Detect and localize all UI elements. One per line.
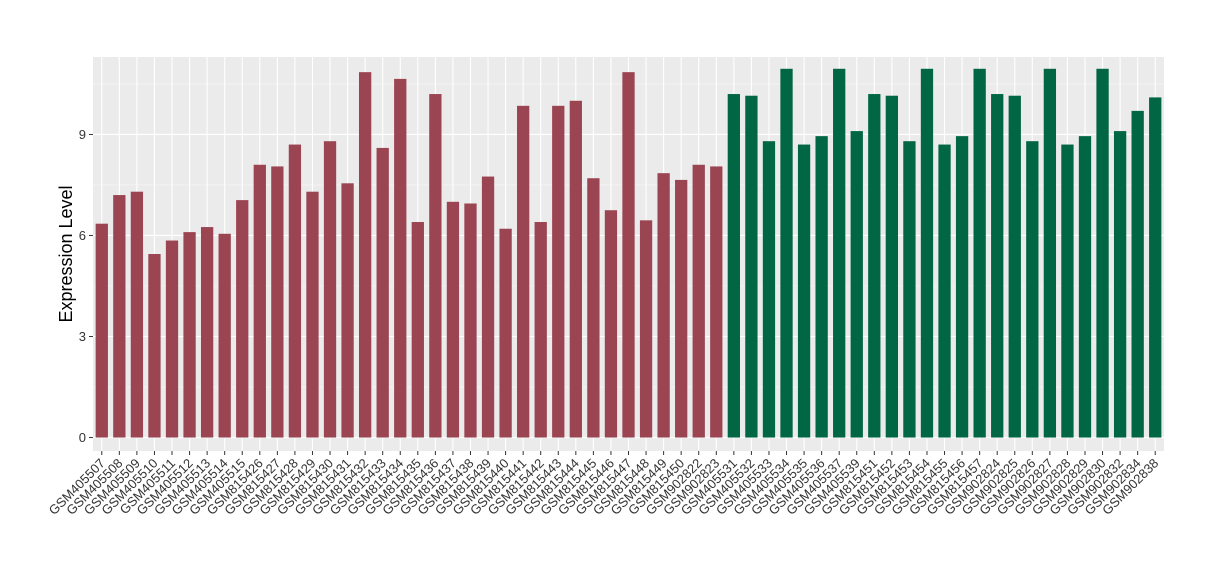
bar-GSM405510 [148, 254, 161, 438]
bar-GSM815442 [534, 222, 547, 438]
bar-GSM405507 [95, 223, 108, 438]
bar-GSM815454 [920, 68, 934, 438]
bar-GSM815449 [657, 173, 670, 438]
bar-GSM902825 [1008, 95, 1021, 438]
bar-GSM902824 [991, 94, 1004, 438]
y-tick-label: 6 [79, 228, 86, 243]
bar-GSM405536 [815, 136, 828, 438]
bar-GSM815445 [587, 178, 600, 438]
bar-GSM815434 [394, 78, 407, 438]
bar-GSM815439 [481, 176, 495, 438]
bar-GSM902834 [1131, 110, 1144, 438]
bar-layer [95, 68, 1162, 438]
y-tick-label: 3 [79, 329, 86, 344]
bar-GSM815437 [446, 201, 460, 438]
bar-GSM902822 [692, 164, 705, 438]
bar-GSM815452 [885, 95, 899, 438]
bar-GSM405533 [762, 141, 776, 438]
bar-GSM815436 [429, 94, 442, 438]
bar-GSM815440 [499, 228, 512, 438]
bar-GSM815453 [903, 141, 916, 438]
bar-GSM405534 [780, 68, 793, 438]
bar-GSM405513 [200, 227, 214, 438]
bar-GSM815432 [358, 72, 372, 438]
bar-GSM405512 [183, 232, 196, 438]
bar-GSM815431 [341, 183, 354, 438]
bar-GSM815429 [306, 191, 319, 438]
bar-GSM405515 [236, 200, 249, 438]
bar-GSM815435 [411, 222, 424, 438]
bar-GSM815427 [271, 166, 284, 438]
bar-GSM405539 [850, 131, 863, 438]
y-tick-label: 0 [79, 430, 86, 445]
bar-GSM405509 [130, 191, 144, 438]
bar-GSM902828 [1061, 144, 1074, 438]
y-tick-label: 9 [79, 127, 86, 142]
bar-GSM902829 [1078, 136, 1092, 438]
bar-GSM405531 [727, 94, 740, 438]
bar-GSM902838 [1149, 97, 1162, 438]
bar-GSM815451 [868, 94, 881, 438]
bar-GSM902832 [1113, 131, 1127, 438]
bar-GSM815455 [938, 144, 951, 438]
bar-GSM815433 [376, 147, 389, 438]
bar-GSM815447 [622, 72, 635, 438]
bar-GSM902827 [1043, 68, 1057, 438]
bar-GSM815438 [464, 203, 477, 438]
y-axis-title: Expression Level [56, 185, 76, 322]
bar-GSM405514 [218, 233, 231, 438]
x-axis: GSM405507GSM405508GSM405509GSM405510GSM4… [46, 451, 1161, 518]
bar-GSM815448 [639, 220, 653, 438]
bar-GSM405532 [745, 95, 758, 438]
bar-GSM815446 [604, 210, 618, 438]
bar-GSM405537 [833, 68, 846, 438]
bar-GSM815426 [253, 164, 266, 438]
bar-GSM405511 [165, 240, 179, 438]
bar-GSM815443 [552, 105, 565, 438]
bar-GSM815428 [288, 144, 302, 438]
bar-GSM902830 [1096, 68, 1109, 438]
bar-GSM815441 [517, 105, 530, 438]
y-axis: 0 3 6 9 [79, 127, 93, 445]
bar-GSM815456 [955, 136, 969, 438]
bar-GSM815450 [675, 179, 688, 438]
bar-GSM815430 [323, 141, 337, 438]
bar-GSM405508 [113, 195, 126, 438]
bar-GSM815444 [569, 100, 582, 438]
bar-GSM902826 [1026, 141, 1039, 438]
bar-GSM815457 [973, 68, 986, 438]
bar-GSM902823 [710, 166, 723, 438]
bar-GSM405535 [797, 144, 811, 438]
